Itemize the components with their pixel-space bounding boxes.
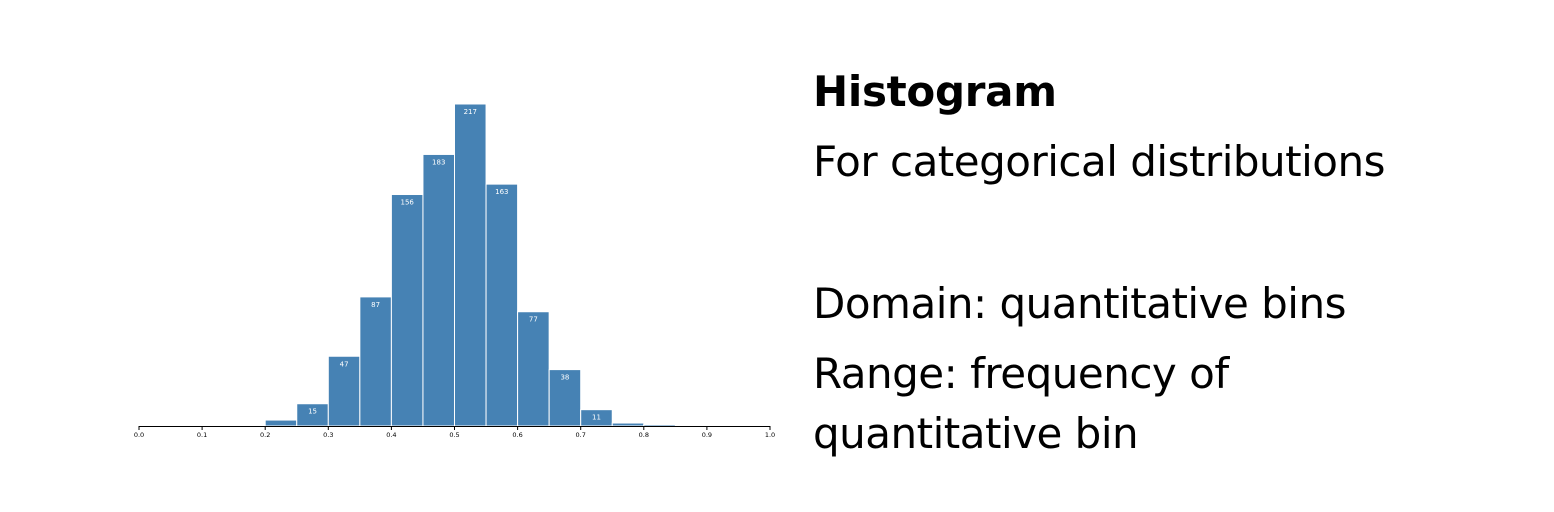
x-tick-label: 0.7 [576, 431, 586, 439]
x-tick-label: 0.6 [512, 431, 522, 439]
x-tick-label: 0.2 [260, 431, 270, 439]
bar-value-label: 47 [340, 360, 349, 368]
histogram-bar [611, 422, 645, 427]
x-tick-label: 0.1 [197, 431, 207, 439]
bar-value-label: 156 [400, 199, 414, 207]
bar-value-label: 77 [529, 316, 538, 324]
slide-subtitle: For categorical distributions [813, 137, 1385, 186]
range-description: Range: frequency of quantitative bin [813, 349, 1229, 458]
slide-title: Histogram [813, 67, 1057, 116]
x-tick-label: 0.9 [702, 431, 712, 439]
histogram-bar [517, 311, 550, 427]
x-tick-label: 1.0 [765, 431, 775, 439]
bar-value-label: 11 [592, 414, 601, 422]
x-tick-label: 0.0 [134, 431, 144, 439]
histogram-bar [422, 153, 456, 427]
bar-value-label: 87 [371, 301, 380, 309]
bar-value-label: 183 [432, 158, 445, 166]
bar-value-label: 163 [495, 188, 508, 196]
histogram-bar [643, 424, 676, 427]
x-tick-label: 0.4 [386, 431, 396, 439]
bar-value-label: 15 [308, 408, 317, 416]
text-panel: Histogram For categorical distributions … [813, 64, 1533, 464]
histogram-bar [485, 183, 519, 427]
histogram-bar [454, 103, 487, 427]
bars-group: 15 47 87 156 183 217 163 77 38 11 [264, 103, 676, 427]
histogram-bar [264, 419, 298, 427]
domain-description: Domain: quantitative bins [813, 279, 1346, 328]
bar-value-label: 38 [560, 374, 569, 382]
histogram-bar [548, 369, 582, 427]
x-axis: 0.0 0.1 0.2 0.3 0.4 0.5 0.6 0.7 0.8 0.9 1.0 [134, 426, 775, 439]
histogram-bar [327, 355, 361, 427]
histogram-bar [390, 194, 424, 427]
x-tick-label: 0.8 [639, 431, 649, 439]
histogram-bar [359, 296, 392, 427]
bar-value-label: 217 [464, 108, 477, 116]
x-tick-label: 0.3 [323, 431, 333, 439]
x-tick-label: 0.5 [449, 431, 459, 439]
histogram-chart: 15 47 87 156 183 217 163 77 38 11 0.0 0.1 0.2 0.3 0.4 0… [134, 103, 775, 439]
